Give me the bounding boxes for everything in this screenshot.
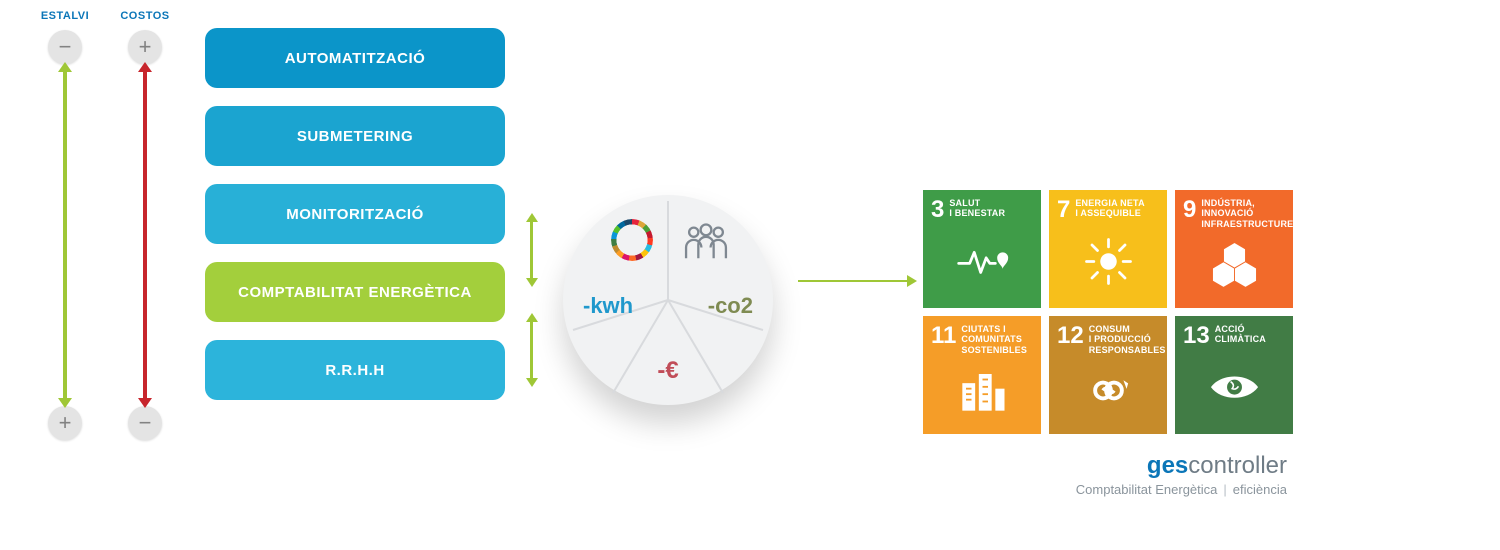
- sdg-title: SALUTI BENESTAR: [949, 198, 1005, 219]
- pill-rrhh: R.R.H.H: [205, 340, 505, 400]
- plus-icon: +: [128, 30, 162, 64]
- infographic-root: ESTALVI − + COSTOS + − AUTOMATITZACIÓ SU…: [0, 0, 1500, 497]
- sdg-tile-11: 11 CIUTATS ICOMUNITATSSOSTENIBLES: [923, 316, 1041, 434]
- arrow-col-estalvi: ESTALVI − +: [40, 10, 90, 440]
- pie-outcomes: -kwh -co2 -€: [553, 185, 783, 415]
- sdg-block: 3 SALUTI BENESTAR 7 ENERGIA NETAI ASSEQU…: [923, 190, 1293, 497]
- pie-label-eur: -€: [657, 357, 678, 385]
- sdg-num: 7: [1057, 198, 1070, 222]
- eye-globe-icon: [1183, 348, 1285, 426]
- brand-name: gescontroller: [923, 452, 1287, 480]
- sun-icon: [1057, 222, 1159, 300]
- sdg-title: CONSUMI PRODUCCIÓRESPONSABLES: [1089, 324, 1166, 355]
- sdg-tile-9: 9 INDÚSTRIA,INNOVACIÓINFRAESTRUCTURES: [1175, 190, 1293, 308]
- sdg-num: 11: [931, 324, 956, 348]
- double-arrow-red-icon: [143, 70, 147, 400]
- sdg-tile-7: 7 ENERGIA NETAI ASSEQUIBLE: [1049, 190, 1167, 308]
- sdg-tile-13: 13 ACCIÓCLIMÀTICA: [1175, 316, 1293, 434]
- mini-double-arrow-icon: [530, 320, 533, 380]
- buildings-icon: [931, 355, 1033, 426]
- brand-rest: controller: [1188, 452, 1287, 479]
- brand-footer: gescontroller Comptabilitat Energètica | e…: [923, 452, 1293, 497]
- sdg-tile-12: 12 CONSUMI PRODUCCIÓRESPONSABLES: [1049, 316, 1167, 434]
- pill-automatitzacio: AUTOMATITZACIÓ: [205, 28, 505, 88]
- sdg-title: ACCIÓCLIMÀTICA: [1215, 324, 1266, 345]
- sdg-num: 12: [1057, 324, 1084, 348]
- sdg-num: 9: [1183, 198, 1196, 222]
- sdg-num: 3: [931, 198, 944, 222]
- arrow-col-costos: COSTOS + −: [120, 10, 170, 440]
- sdg-title: INDÚSTRIA,INNOVACIÓINFRAESTRUCTURES: [1201, 198, 1299, 229]
- people-icon: [683, 223, 729, 263]
- sdg-title: CIUTATS ICOMUNITATSSOSTENIBLES: [961, 324, 1027, 355]
- plus-icon: +: [48, 406, 82, 440]
- savings-costs-arrows: ESTALVI − + COSTOS + −: [40, 10, 170, 440]
- sdg-wheel-icon: [611, 219, 653, 261]
- brand-sub-left: Comptabilitat Energètica: [1076, 482, 1218, 497]
- separator-icon: |: [1223, 482, 1226, 497]
- pie-label-kwh: -kwh: [583, 293, 633, 319]
- arrow-header-costos: COSTOS: [120, 10, 169, 22]
- minus-icon: −: [128, 406, 162, 440]
- pill-comptabilitat: COMPTABILITAT ENERGÈTICA: [205, 262, 505, 322]
- heartbeat-icon: [931, 222, 1033, 300]
- cubes-icon: [1183, 229, 1285, 300]
- mini-double-arrow-icon: [530, 220, 533, 280]
- sdg-tile-3: 3 SALUTI BENESTAR: [923, 190, 1041, 308]
- arrow-header-estalvi: ESTALVI: [41, 10, 89, 22]
- pie-label-co2: -co2: [708, 293, 753, 319]
- double-arrow-green-icon: [63, 70, 67, 400]
- sdg-num: 13: [1183, 324, 1210, 348]
- pill-submetering: SUBMETERING: [205, 106, 505, 166]
- pill-monitoritzacio: MONITORITZACIÓ: [205, 184, 505, 244]
- pie-disc: -kwh -co2 -€: [563, 195, 773, 405]
- arrow-right-icon: [798, 280, 908, 282]
- pill-stack: AUTOMATITZACIÓ SUBMETERING MONITORITZACI…: [205, 28, 505, 400]
- sdg-grid: 3 SALUTI BENESTAR 7 ENERGIA NETAI ASSEQU…: [923, 190, 1293, 434]
- sdg-title: ENERGIA NETAI ASSEQUIBLE: [1075, 198, 1144, 219]
- brand-bold: ges: [1147, 452, 1188, 479]
- brand-tagline: Comptabilitat Energètica | eficiència: [923, 482, 1287, 497]
- brand-sub-right: eficiència: [1233, 482, 1287, 497]
- mini-arrows: [530, 220, 533, 380]
- minus-icon: −: [48, 30, 82, 64]
- infinity-icon: [1057, 355, 1159, 426]
